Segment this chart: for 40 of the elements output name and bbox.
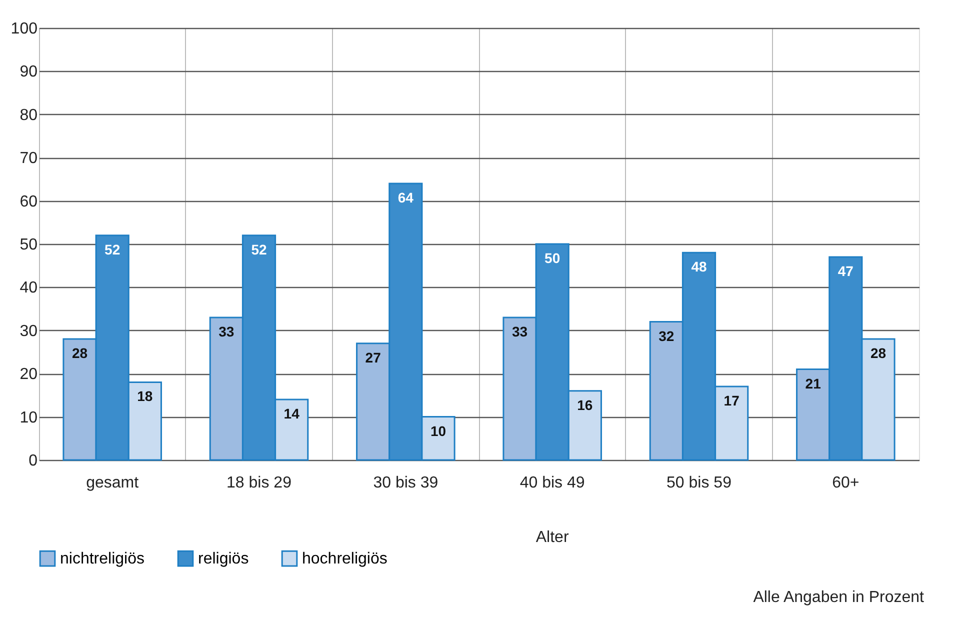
data-label: 18 — [137, 388, 153, 404]
data-label: 21 — [805, 375, 822, 392]
y-tick-label: 10 — [20, 409, 38, 426]
data-label: 33 — [218, 323, 234, 340]
y-tick-label: 90 — [20, 64, 38, 81]
legend-label: nichtreligiös — [60, 550, 144, 568]
data-label: 17 — [724, 392, 740, 409]
x-tick-label: 60+ — [832, 474, 860, 492]
x-tick-label: gesamt — [86, 474, 140, 492]
data-label: 64 — [398, 190, 414, 206]
data-label: 47 — [838, 262, 854, 279]
data-label: 50 — [544, 250, 560, 266]
legend-label: hochreligiös — [302, 550, 388, 568]
y-tick-label: 80 — [20, 106, 38, 124]
y-tick-label: 70 — [20, 150, 38, 168]
legend-label: religiös — [198, 550, 249, 568]
data-label: 28 — [72, 345, 88, 362]
y-tick-label: 50 — [20, 236, 38, 254]
x-tick-label: 50 bis 59 — [666, 474, 732, 492]
text: Alle Angaben in Prozent — [753, 589, 925, 606]
y-tick-label: 60 — [20, 193, 38, 210]
data-label: 52 — [104, 241, 120, 258]
data-label: 48 — [691, 258, 707, 275]
data-label: 16 — [577, 396, 593, 413]
x-tick-label: 30 bis 39 — [373, 474, 438, 492]
y-tick-label: 100 — [10, 20, 38, 38]
data-label: 10 — [430, 422, 446, 439]
y-tick-label: 0 — [28, 452, 38, 470]
y-tick-label: 40 — [20, 280, 38, 297]
y-tick-label: 20 — [20, 366, 38, 384]
x-tick-label: 40 bis 49 — [520, 474, 585, 492]
text: Alter — [536, 529, 570, 546]
y-tick-label: 30 — [20, 322, 38, 340]
data-label: 32 — [658, 328, 674, 344]
data-label: 28 — [870, 345, 886, 362]
x-tick-label: 18 bis 29 — [226, 474, 292, 492]
data-label: 14 — [284, 406, 300, 422]
data-label: 27 — [365, 349, 382, 366]
data-label: 52 — [251, 241, 267, 258]
data-label: 33 — [512, 323, 528, 340]
